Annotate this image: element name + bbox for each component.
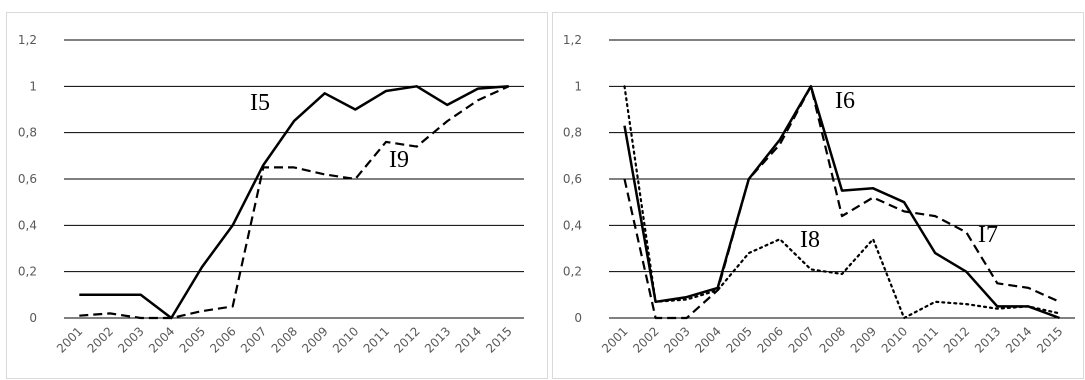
- series-label-i6: I6: [835, 88, 855, 114]
- x-tick-label: 2013: [972, 324, 1003, 355]
- x-tick-label: 2004: [146, 324, 177, 355]
- x-tick-label: 2009: [848, 324, 879, 355]
- y-tick-label: 0,2: [563, 265, 582, 279]
- y-tick-label: 0,2: [18, 265, 37, 279]
- y-tick-label: 0,8: [563, 126, 582, 140]
- x-tick-label: 2006: [207, 324, 238, 355]
- series-line-i5: [79, 85, 509, 320]
- x-tick-label: 2008: [269, 324, 300, 355]
- y-tick-label: 1: [574, 79, 582, 93]
- x-tick-label: 2005: [177, 324, 208, 355]
- x-tick-label: 2002: [630, 324, 661, 355]
- series-label-i8: I8: [800, 227, 820, 253]
- y-tick-label: 1: [29, 79, 37, 93]
- series-line-i7: [623, 85, 1060, 320]
- x-tick-label: 2003: [661, 324, 692, 355]
- x-tick-label: 2012: [391, 324, 422, 355]
- x-tick-label: 2011: [361, 324, 392, 355]
- x-tick-label: 2008: [817, 324, 848, 355]
- y-tick-label: 0,6: [18, 172, 37, 186]
- x-tick-label: 2007: [238, 324, 269, 355]
- x-tick-label: 2004: [692, 324, 723, 355]
- y-tick-label: 0: [29, 311, 37, 325]
- x-tick-label: 2006: [754, 324, 785, 355]
- x-tick-label: 2002: [85, 324, 116, 355]
- y-tick-label: 1,2: [563, 33, 582, 47]
- y-tick-label: 0,4: [563, 218, 582, 232]
- x-tick-label: 2001: [54, 324, 85, 355]
- x-tick-label: 2014: [1003, 324, 1034, 355]
- y-tick-label: 1,2: [18, 33, 37, 47]
- cropped-text-strip: [0, 0, 1085, 10]
- x-tick-label: 2005: [723, 324, 754, 355]
- x-tick-label: 2010: [330, 324, 361, 355]
- series-line-i8: [623, 85, 1061, 320]
- series-label-i9: I9: [389, 147, 409, 173]
- y-tick-label: 0,8: [18, 126, 37, 140]
- y-tick-label: 0: [574, 311, 582, 325]
- series-label-i5: I5: [250, 90, 270, 116]
- chart-panel-left: 0 0,2 0,4 0,6 0,8 1 1,2 2001 2002 2003 2004 2005 200…: [6, 12, 548, 379]
- x-tick-label: 2010: [879, 324, 910, 355]
- x-tick-label: 2011: [910, 324, 941, 355]
- x-tick-label: 2015: [1034, 324, 1065, 355]
- series-line-i9: [79, 85, 510, 320]
- x-tick-label: 2007: [786, 324, 817, 355]
- chart-panel-right: 0 0,2 0,4 0,6 0,8 1 1,2 2001 2002 2003 2004 2005 200…: [552, 12, 1084, 379]
- x-tick-label: 2012: [941, 324, 972, 355]
- x-tick-label: 2014: [453, 324, 484, 355]
- x-tick-label: 2013: [422, 324, 453, 355]
- x-tick-label: 2015: [483, 324, 514, 355]
- x-tick-label: 2001: [599, 324, 630, 355]
- series-label-i7: I7: [978, 222, 998, 248]
- series-line-i6: [623, 85, 1060, 320]
- y-tick-label: 0,6: [563, 172, 582, 186]
- x-tick-label: 2009: [299, 324, 330, 355]
- x-tick-label: 2003: [115, 324, 146, 355]
- y-tick-label: 0,4: [18, 218, 37, 232]
